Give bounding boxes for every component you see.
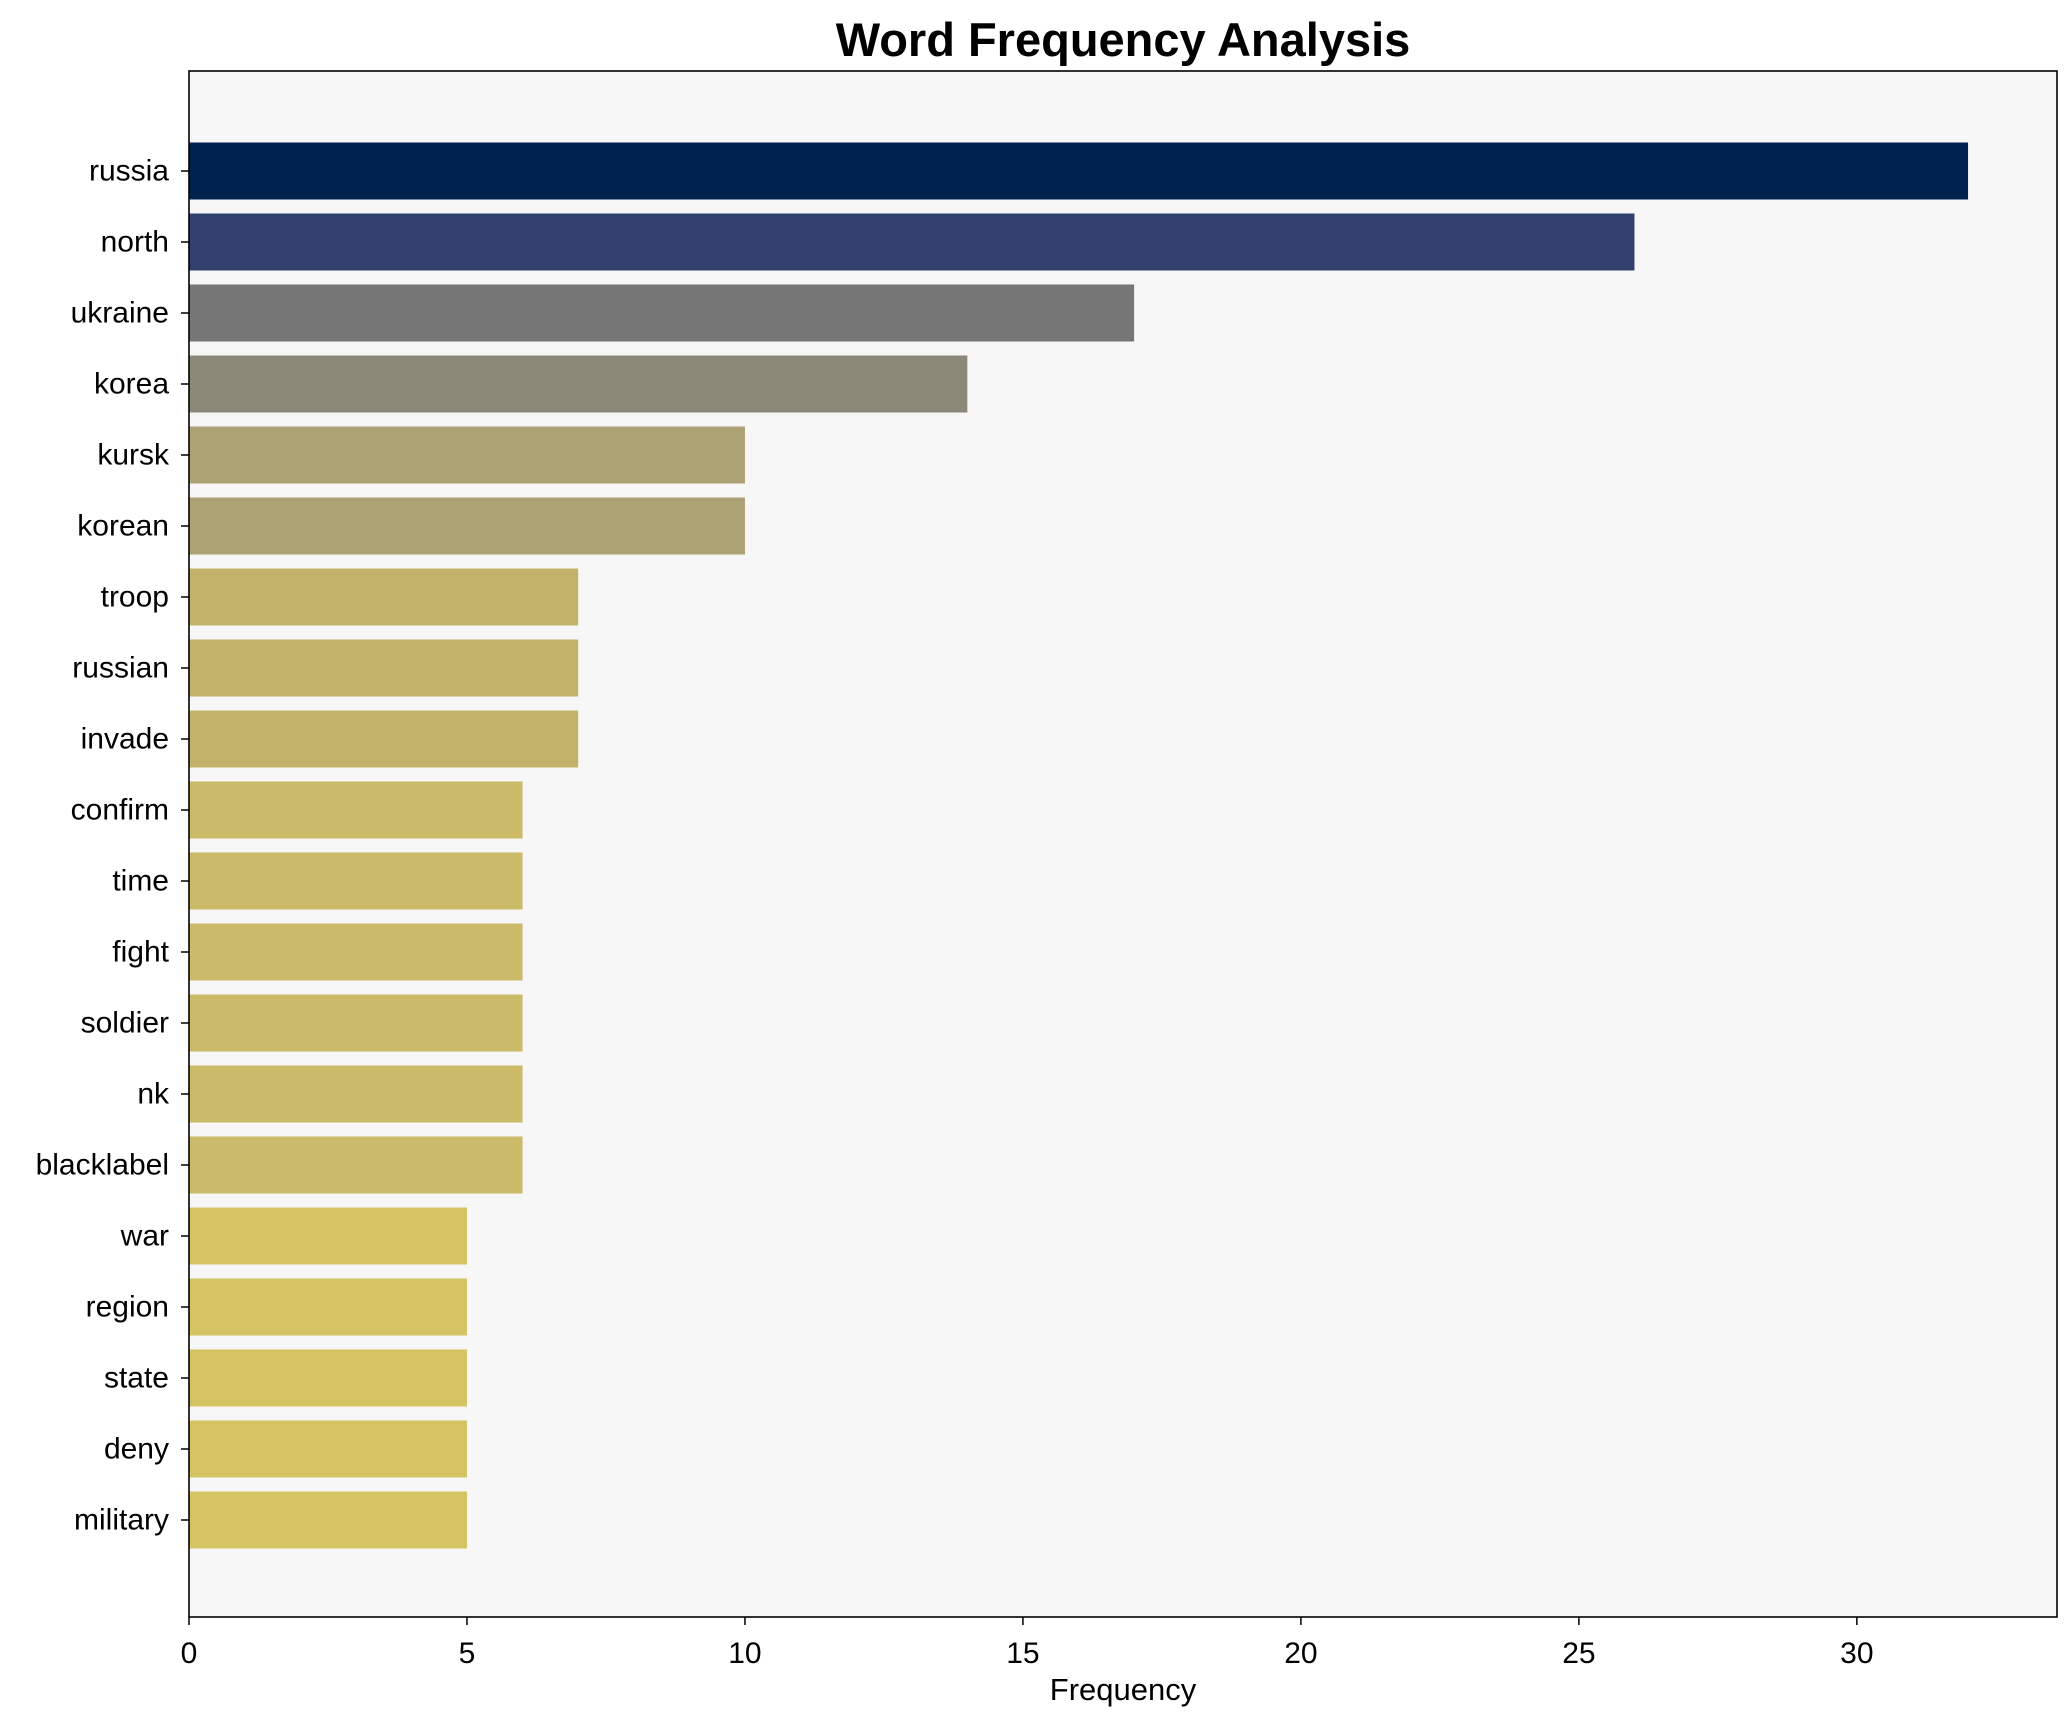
bar-blacklabel	[189, 1136, 523, 1194]
bar-north	[189, 213, 1635, 271]
y-tick-label: blacklabel	[36, 1149, 169, 1182]
bar-kursk	[189, 426, 745, 484]
x-axis-ticks: 0 5 10 15 20 25 30	[181, 1617, 1874, 1670]
x-tick-label: 0	[181, 1637, 198, 1670]
y-tick-label: deny	[104, 1433, 169, 1466]
y-tick-label: war	[120, 1220, 169, 1253]
y-tick-label: state	[104, 1362, 169, 1395]
bar-russia	[189, 142, 1969, 200]
y-tick-label: region	[86, 1291, 169, 1324]
bars-group	[189, 142, 1969, 1549]
plot-frame	[188, 70, 2058, 1618]
y-tick-label: korea	[94, 368, 169, 401]
y-tick-label: ukraine	[71, 297, 169, 330]
y-tick-label: russia	[89, 155, 169, 188]
bar-war	[189, 1207, 467, 1265]
y-tick-label: troop	[101, 581, 169, 614]
bar-fight	[189, 923, 523, 981]
y-tick-label: military	[74, 1504, 169, 1537]
bar-invade	[189, 710, 579, 768]
bar-time	[189, 852, 523, 910]
x-tick-label: 10	[728, 1637, 761, 1670]
bar-russian	[189, 639, 579, 697]
bar-deny	[189, 1420, 467, 1478]
bar-korea	[189, 355, 968, 413]
y-tick-label: nk	[137, 1078, 170, 1111]
y-tick-label: kursk	[97, 439, 170, 472]
bar-ukraine	[189, 284, 1135, 342]
x-axis-label: Frequency	[1050, 1672, 1197, 1707]
y-tick-label: north	[101, 226, 169, 259]
bar-confirm	[189, 781, 523, 839]
bar-troop	[189, 568, 579, 626]
x-tick-label: 30	[1840, 1637, 1873, 1670]
chart-title: Word Frequency Analysis	[835, 13, 1411, 66]
bar-region	[189, 1278, 467, 1336]
bar-nk	[189, 1065, 523, 1123]
bar-korean	[189, 497, 745, 555]
y-axis-ticks: russia north ukraine korea kursk korean troop r…	[36, 155, 189, 1537]
y-tick-label: fight	[112, 936, 169, 969]
y-tick-label: time	[112, 865, 169, 898]
x-tick-label: 15	[1006, 1637, 1039, 1670]
y-tick-label: soldier	[81, 1007, 169, 1040]
bar-soldier	[189, 994, 523, 1052]
x-tick-label: 20	[1284, 1637, 1317, 1670]
x-tick-label: 5	[459, 1637, 476, 1670]
y-tick-label: confirm	[71, 794, 169, 827]
bar-military	[189, 1491, 467, 1549]
bar-state	[189, 1349, 467, 1407]
y-tick-label: russian	[72, 652, 169, 685]
y-tick-label: korean	[77, 510, 169, 543]
y-tick-label: invade	[81, 723, 169, 756]
x-tick-label: 25	[1562, 1637, 1595, 1670]
